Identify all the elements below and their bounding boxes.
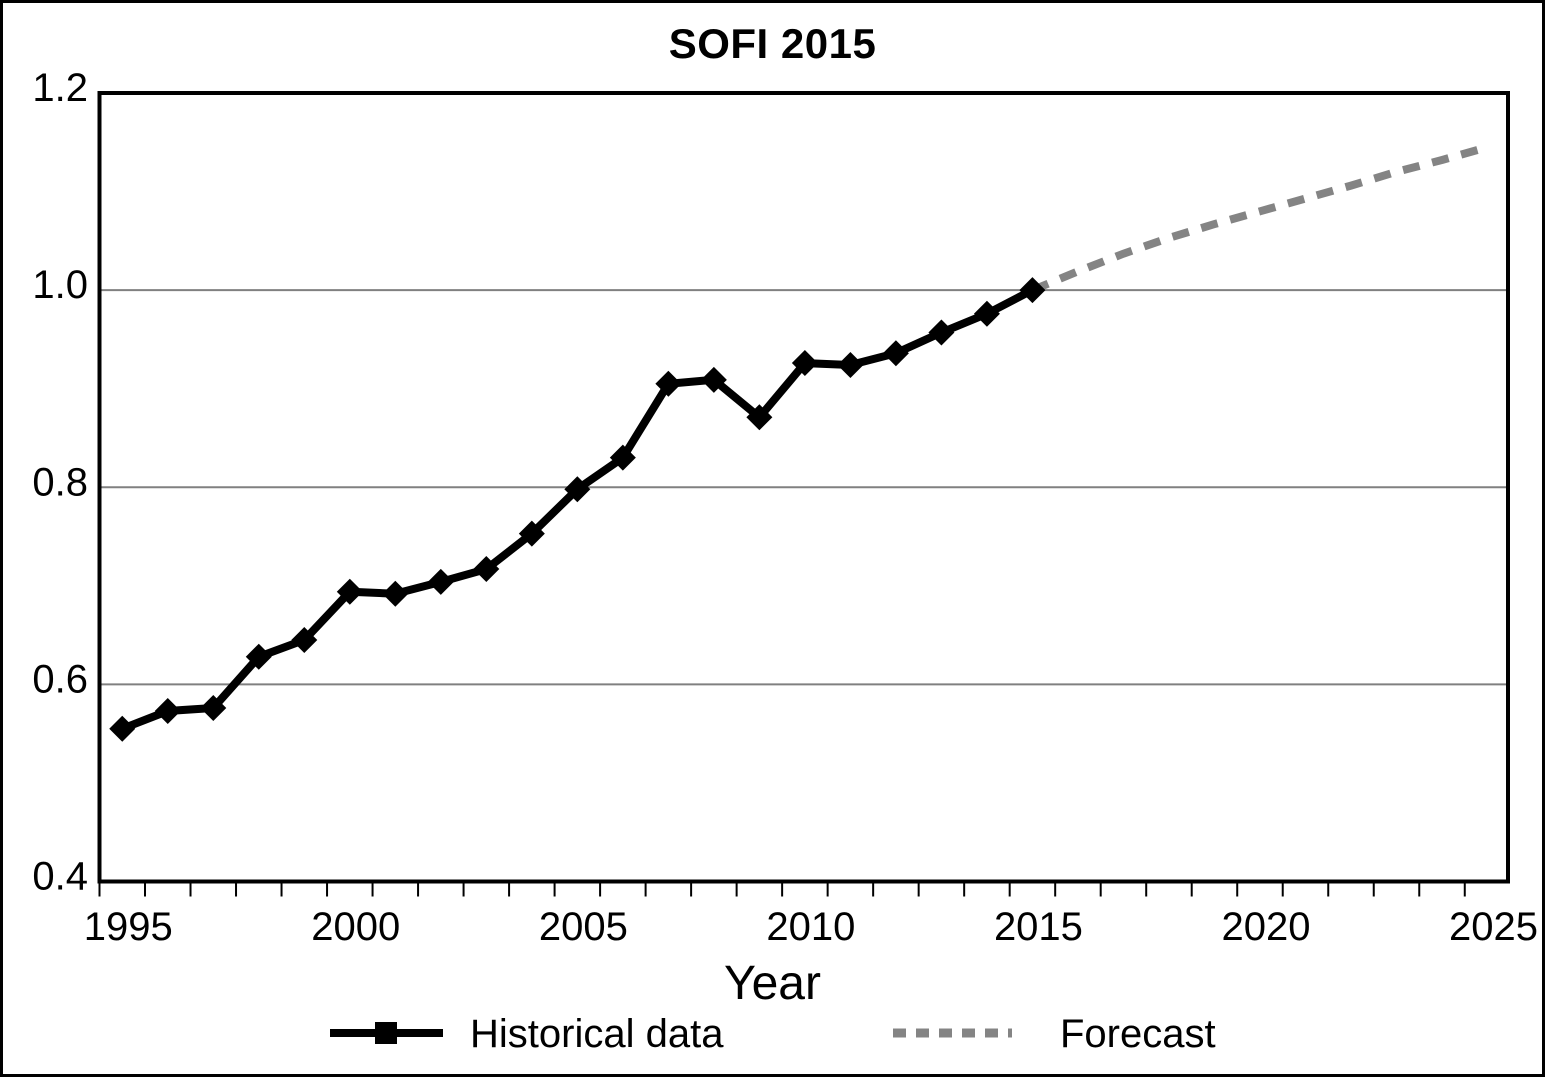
legend-historical-swatch [330, 1022, 443, 1044]
svg-text:0.6: 0.6 [32, 657, 88, 701]
series-historical-markers [109, 277, 1046, 742]
y-gridlines [99, 289, 1508, 686]
legend: Historical data Forecast [0, 1006, 1545, 1062]
series-forecast-line [1030, 143, 1489, 294]
chart-title: SOFI 2015 [668, 20, 877, 67]
x-axis-title: Year [724, 957, 821, 1010]
x-ticks [98, 881, 1466, 897]
y-tick-labels: 0.4 0.6 0.8 1.0 1.2 [32, 66, 88, 899]
svg-text:2005: 2005 [539, 905, 628, 949]
svg-text:1.2: 1.2 [32, 66, 88, 110]
svg-text:0.8: 0.8 [32, 460, 88, 504]
svg-text:2010: 2010 [766, 905, 855, 949]
svg-text:2015: 2015 [994, 905, 1083, 949]
svg-text:2020: 2020 [1221, 905, 1310, 949]
svg-text:1995: 1995 [84, 905, 173, 949]
legend-label-forecast: Forecast [1060, 1012, 1216, 1056]
svg-text:2025: 2025 [1449, 905, 1538, 949]
svg-text:0.4: 0.4 [32, 855, 88, 899]
legend-label-historical: Historical data [470, 1012, 724, 1056]
x-tick-labels: 1995 2000 2005 2010 2015 2020 2025 [84, 905, 1538, 949]
svg-text:2000: 2000 [311, 905, 400, 949]
plot-frame [97, 91, 1510, 884]
svg-text:1.0: 1.0 [32, 263, 88, 307]
